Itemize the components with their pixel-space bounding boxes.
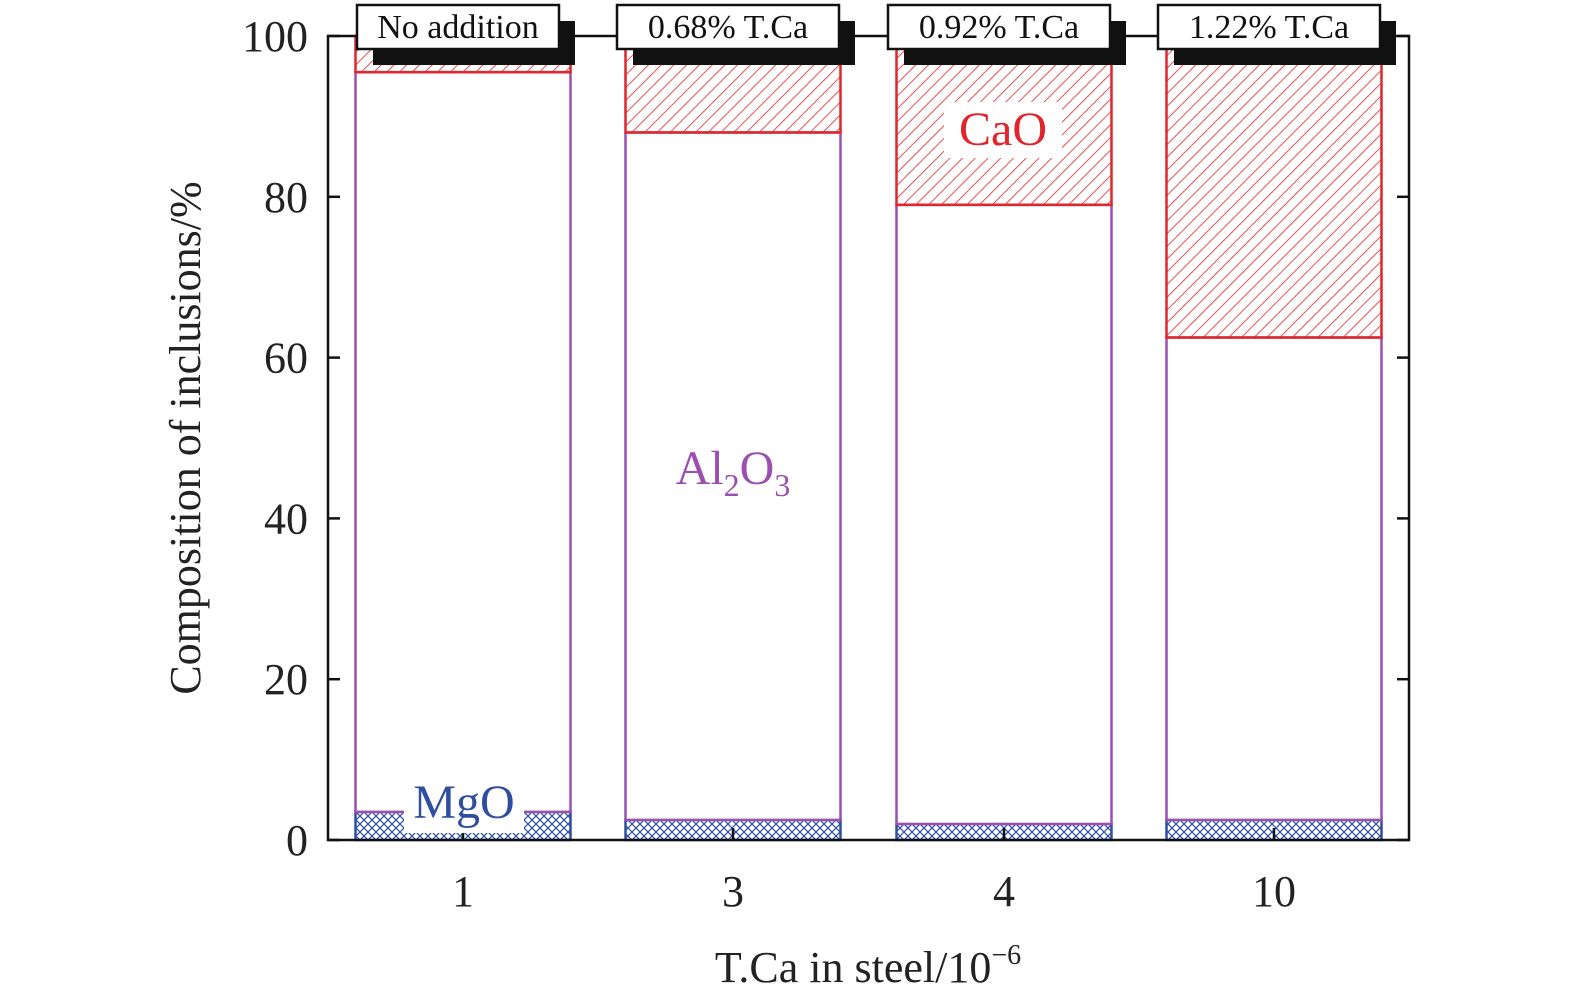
- labels-layer: Composition of inclusions/% T.Ca in steel…: [161, 3, 1396, 992]
- x-tick-label-1: 1: [452, 867, 474, 916]
- al2o3-part-al2o3_main: Al: [676, 442, 724, 495]
- bar-segment-al2o3-1: [354, 70, 572, 814]
- bar-label-3: 1.22% T.Ca: [1189, 9, 1349, 46]
- bar-label-box-2: [886, 3, 1112, 51]
- y-tick-label-0: 0: [286, 816, 308, 865]
- bar-label-2: 0.92% T.Ca: [919, 9, 1079, 46]
- x-axis-title-exponent: −6: [991, 940, 1021, 971]
- bar-label-box-0: [355, 3, 561, 51]
- x-tick-label-4: 4: [993, 867, 1015, 916]
- bar-segment-cao-10: [1165, 34, 1383, 339]
- x-tick-label-10: 10: [1252, 867, 1296, 916]
- al2o3-part-al2o3_mid: O: [740, 442, 775, 495]
- bar-label-box-1: [615, 3, 841, 51]
- y-tick-label-100: 100: [242, 12, 308, 61]
- bar-label-1: 0.68% T.Ca: [648, 9, 808, 46]
- bars-layer: [354, 34, 1383, 842]
- mgo-label-bg: [404, 775, 524, 833]
- y-tick-label-20: 20: [264, 655, 308, 704]
- al2o3-part-al2o3_sub2: 3: [774, 467, 790, 503]
- al2o3-part-al2o3_sub1: 2: [724, 467, 740, 503]
- mgo-annotation: MgO: [413, 776, 514, 829]
- y-tick-label-60: 60: [264, 334, 308, 383]
- y-tick-label-40: 40: [264, 494, 308, 543]
- axes-layer: 0 20 40 60 80 100 1 3 4 10: [242, 12, 1411, 916]
- bar-label-box-3: [1156, 3, 1382, 51]
- x-axis-title-main: T.Ca in steel/10: [715, 943, 992, 992]
- al2o3-annotation: Al2O3: [676, 442, 791, 503]
- bar-segment-al2o3-10: [1165, 336, 1383, 822]
- bar-segment-al2o3-4: [895, 203, 1113, 826]
- x-tick-label-3: 3: [722, 867, 744, 916]
- y-axis-title: Composition of inclusions/%: [161, 181, 210, 694]
- cao-label-bg: [944, 102, 1062, 158]
- y-tick-label-80: 80: [264, 173, 308, 222]
- cao-annotation: CaO: [959, 103, 1047, 156]
- bar-label-0: No addition: [377, 9, 538, 46]
- plot-frame: [326, 34, 1411, 842]
- x-axis-title: T.Ca in steel/10−6: [715, 940, 1021, 992]
- bar-segment-al2o3-3: [624, 131, 842, 822]
